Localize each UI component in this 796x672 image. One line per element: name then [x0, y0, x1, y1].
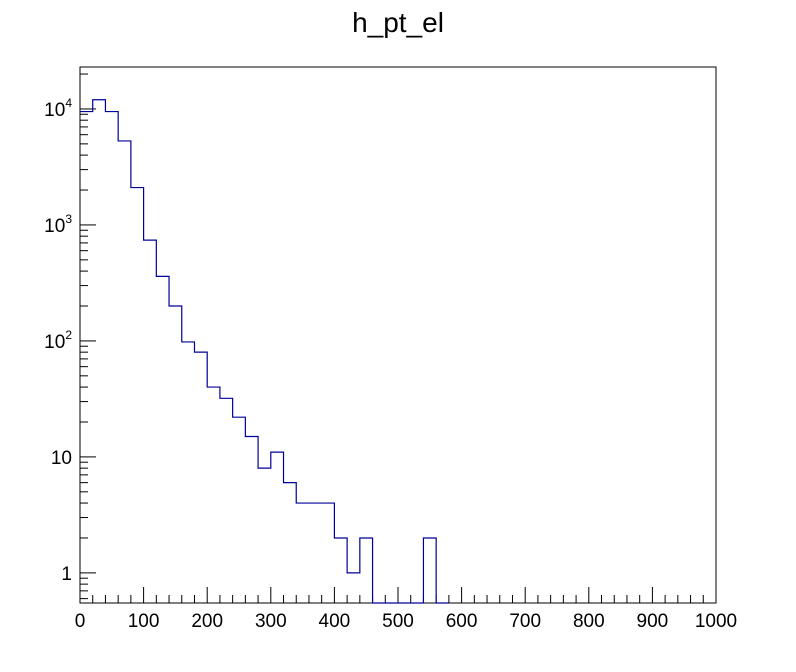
x-tick-label: 100 — [128, 611, 160, 632]
x-tick-label: 800 — [573, 611, 605, 632]
x-tick-label: 0 — [75, 611, 86, 632]
x-tick-label: 900 — [637, 611, 669, 632]
axis-ticks — [79, 73, 717, 603]
y-tick-label: 102 — [44, 328, 72, 353]
plot-frame — [79, 66, 717, 604]
y-tick-label: 103 — [44, 212, 72, 237]
axis-tick-labels: 0 100 200 300 400 500 600 700 800 900 1000 1 10 102 10… — [44, 96, 737, 632]
histogram-outline — [80, 99, 449, 604]
histogram-bins — [80, 100, 449, 603]
x-tick-label: 1000 — [695, 611, 737, 632]
x-tick-label: 300 — [255, 611, 287, 632]
y-tick-label: 1 — [61, 564, 72, 585]
y-tick-label: 104 — [44, 96, 72, 121]
y-tick-label: 10 — [51, 448, 72, 469]
x-tick-label: 700 — [509, 611, 541, 632]
x-tick-label: 600 — [446, 611, 478, 632]
x-tick-label: 200 — [191, 611, 223, 632]
chart-title: h_pt_el — [352, 7, 444, 38]
x-tick-label: 500 — [382, 611, 414, 632]
x-tick-label: 400 — [319, 611, 351, 632]
